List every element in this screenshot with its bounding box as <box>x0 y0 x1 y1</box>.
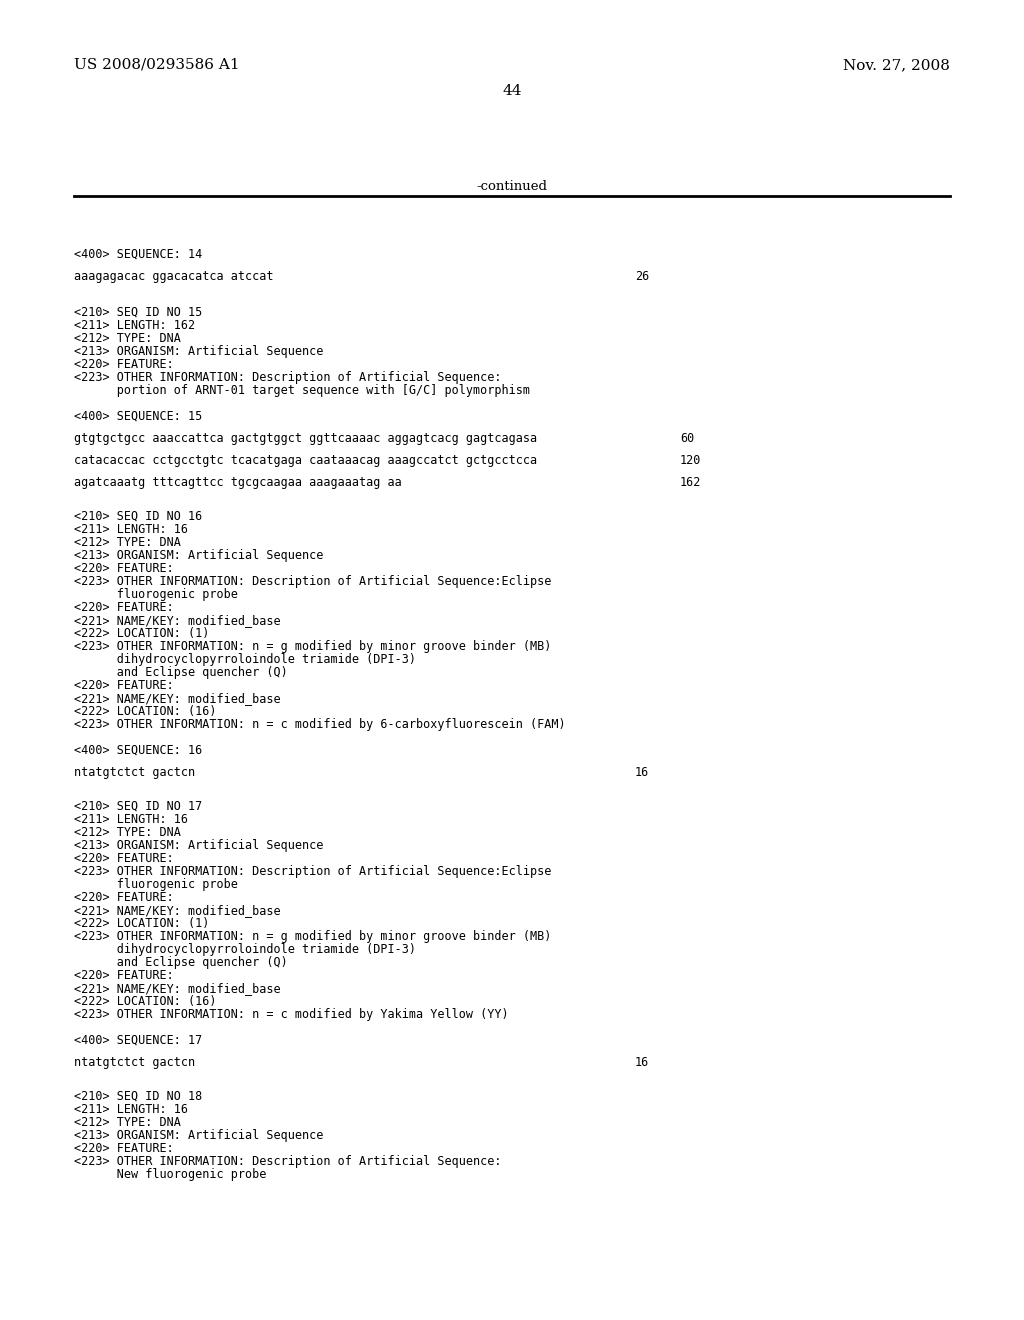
Text: -continued: -continued <box>476 180 548 193</box>
Text: <210> SEQ ID NO 18: <210> SEQ ID NO 18 <box>74 1090 203 1104</box>
Text: <211> LENGTH: 162: <211> LENGTH: 162 <box>74 319 196 333</box>
Text: <220> FEATURE:: <220> FEATURE: <box>74 891 174 904</box>
Text: <212> TYPE: DNA: <212> TYPE: DNA <box>74 333 181 345</box>
Text: <212> TYPE: DNA: <212> TYPE: DNA <box>74 826 181 840</box>
Text: <223> OTHER INFORMATION: Description of Artificial Sequence:: <223> OTHER INFORMATION: Description of … <box>74 371 502 384</box>
Text: <213> ORGANISM: Artificial Sequence: <213> ORGANISM: Artificial Sequence <box>74 345 324 358</box>
Text: <220> FEATURE:: <220> FEATURE: <box>74 358 174 371</box>
Text: ntatgtctct gactcn: ntatgtctct gactcn <box>74 766 196 779</box>
Text: 162: 162 <box>680 477 701 488</box>
Text: <221> NAME/KEY: modified_base: <221> NAME/KEY: modified_base <box>74 904 281 917</box>
Text: <223> OTHER INFORMATION: n = c modified by Yakima Yellow (YY): <223> OTHER INFORMATION: n = c modified … <box>74 1008 509 1020</box>
Text: 120: 120 <box>680 454 701 467</box>
Text: <221> NAME/KEY: modified_base: <221> NAME/KEY: modified_base <box>74 692 281 705</box>
Text: 16: 16 <box>635 766 649 779</box>
Text: and Eclipse quencher (Q): and Eclipse quencher (Q) <box>74 667 288 678</box>
Text: <400> SEQUENCE: 14: <400> SEQUENCE: 14 <box>74 248 203 261</box>
Text: New fluorogenic probe: New fluorogenic probe <box>74 1168 266 1181</box>
Text: <211> LENGTH: 16: <211> LENGTH: 16 <box>74 813 188 826</box>
Text: <223> OTHER INFORMATION: Description of Artificial Sequence:: <223> OTHER INFORMATION: Description of … <box>74 1155 502 1168</box>
Text: <223> OTHER INFORMATION: n = c modified by 6-carboxyfluorescein (FAM): <223> OTHER INFORMATION: n = c modified … <box>74 718 565 731</box>
Text: 60: 60 <box>680 432 694 445</box>
Text: <221> NAME/KEY: modified_base: <221> NAME/KEY: modified_base <box>74 982 281 995</box>
Text: ntatgtctct gactcn: ntatgtctct gactcn <box>74 1056 196 1069</box>
Text: <220> FEATURE:: <220> FEATURE: <box>74 851 174 865</box>
Text: <220> FEATURE:: <220> FEATURE: <box>74 562 174 576</box>
Text: <211> LENGTH: 16: <211> LENGTH: 16 <box>74 523 188 536</box>
Text: <220> FEATURE:: <220> FEATURE: <box>74 678 174 692</box>
Text: <222> LOCATION: (16): <222> LOCATION: (16) <box>74 705 216 718</box>
Text: US 2008/0293586 A1: US 2008/0293586 A1 <box>74 58 240 73</box>
Text: <222> LOCATION: (1): <222> LOCATION: (1) <box>74 627 209 640</box>
Text: aaagagacac ggacacatca atccat: aaagagacac ggacacatca atccat <box>74 271 273 282</box>
Text: <222> LOCATION: (1): <222> LOCATION: (1) <box>74 917 209 931</box>
Text: 26: 26 <box>635 271 649 282</box>
Text: dihydrocyclopyrroloindole triamide (DPI-3): dihydrocyclopyrroloindole triamide (DPI-… <box>74 942 416 956</box>
Text: <210> SEQ ID NO 15: <210> SEQ ID NO 15 <box>74 306 203 319</box>
Text: agatcaaatg tttcagttcc tgcgcaagaa aaagaaatag aa: agatcaaatg tttcagttcc tgcgcaagaa aaagaaa… <box>74 477 401 488</box>
Text: <400> SEQUENCE: 15: <400> SEQUENCE: 15 <box>74 411 203 422</box>
Text: <212> TYPE: DNA: <212> TYPE: DNA <box>74 536 181 549</box>
Text: <400> SEQUENCE: 16: <400> SEQUENCE: 16 <box>74 744 203 756</box>
Text: <223> OTHER INFORMATION: Description of Artificial Sequence:Eclipse: <223> OTHER INFORMATION: Description of … <box>74 865 551 878</box>
Text: fluorogenic probe: fluorogenic probe <box>74 878 238 891</box>
Text: <221> NAME/KEY: modified_base: <221> NAME/KEY: modified_base <box>74 614 281 627</box>
Text: <210> SEQ ID NO 17: <210> SEQ ID NO 17 <box>74 800 203 813</box>
Text: <210> SEQ ID NO 16: <210> SEQ ID NO 16 <box>74 510 203 523</box>
Text: <222> LOCATION: (16): <222> LOCATION: (16) <box>74 995 216 1008</box>
Text: <213> ORGANISM: Artificial Sequence: <213> ORGANISM: Artificial Sequence <box>74 549 324 562</box>
Text: <223> OTHER INFORMATION: n = g modified by minor groove binder (MB): <223> OTHER INFORMATION: n = g modified … <box>74 640 551 653</box>
Text: <223> OTHER INFORMATION: n = g modified by minor groove binder (MB): <223> OTHER INFORMATION: n = g modified … <box>74 931 551 942</box>
Text: <400> SEQUENCE: 17: <400> SEQUENCE: 17 <box>74 1034 203 1047</box>
Text: <213> ORGANISM: Artificial Sequence: <213> ORGANISM: Artificial Sequence <box>74 1129 324 1142</box>
Text: <212> TYPE: DNA: <212> TYPE: DNA <box>74 1115 181 1129</box>
Text: gtgtgctgcc aaaccattca gactgtggct ggttcaaaac aggagtcacg gagtcagasa: gtgtgctgcc aaaccattca gactgtggct ggttcaa… <box>74 432 538 445</box>
Text: <220> FEATURE:: <220> FEATURE: <box>74 1142 174 1155</box>
Text: portion of ARNT-01 target sequence with [G/C] polymorphism: portion of ARNT-01 target sequence with … <box>74 384 530 397</box>
Text: <211> LENGTH: 16: <211> LENGTH: 16 <box>74 1104 188 1115</box>
Text: <220> FEATURE:: <220> FEATURE: <box>74 969 174 982</box>
Text: and Eclipse quencher (Q): and Eclipse quencher (Q) <box>74 956 288 969</box>
Text: <213> ORGANISM: Artificial Sequence: <213> ORGANISM: Artificial Sequence <box>74 840 324 851</box>
Text: Nov. 27, 2008: Nov. 27, 2008 <box>843 58 950 73</box>
Text: <220> FEATURE:: <220> FEATURE: <box>74 601 174 614</box>
Text: <223> OTHER INFORMATION: Description of Artificial Sequence:Eclipse: <223> OTHER INFORMATION: Description of … <box>74 576 551 587</box>
Text: dihydrocyclopyrroloindole triamide (DPI-3): dihydrocyclopyrroloindole triamide (DPI-… <box>74 653 416 667</box>
Text: catacaccac cctgcctgtc tcacatgaga caataaacag aaagccatct gctgcctcca: catacaccac cctgcctgtc tcacatgaga caataaa… <box>74 454 538 467</box>
Text: 44: 44 <box>502 84 522 98</box>
Text: fluorogenic probe: fluorogenic probe <box>74 587 238 601</box>
Text: 16: 16 <box>635 1056 649 1069</box>
